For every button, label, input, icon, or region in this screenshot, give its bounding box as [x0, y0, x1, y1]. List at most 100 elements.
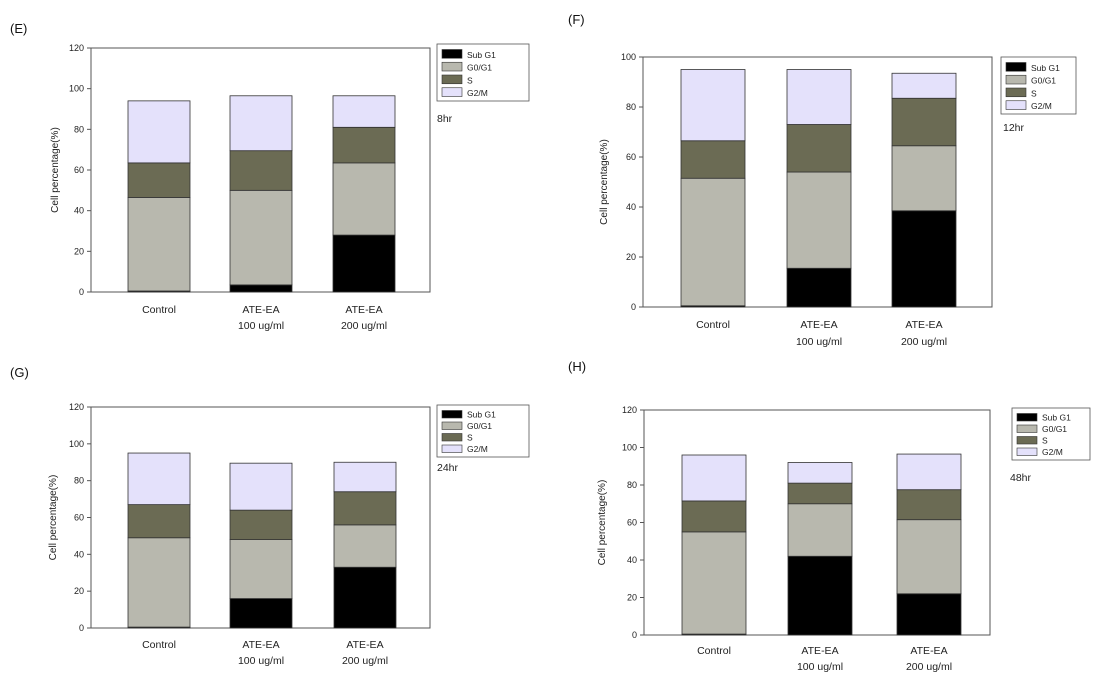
x-category-sublabel: 100 ug/ml: [238, 320, 284, 332]
y-tick-label: 120: [69, 43, 84, 53]
legend-swatch: [441, 74, 463, 85]
y-tick-label: 80: [74, 476, 84, 486]
x-category-sublabel: 100 ug/ml: [238, 655, 284, 667]
x-category-label: Control: [142, 639, 176, 651]
bar-segment-sub-g1: [229, 598, 293, 629]
y-tick-label: 80: [626, 102, 636, 112]
x-category-label: ATE-EA: [800, 319, 837, 331]
legend-label: G0/G1: [467, 421, 492, 431]
y-tick-label: 100: [69, 439, 84, 449]
legend-swatch: [441, 61, 463, 72]
legend-swatch: [441, 49, 463, 59]
legend-label: G0/G1: [1031, 76, 1056, 86]
bar-segment-g0-g1: [786, 171, 852, 269]
y-tick-label: 0: [632, 630, 637, 640]
legend-label: G2/M: [467, 88, 488, 98]
legend-swatch: [1005, 87, 1027, 98]
y-tick-label: 20: [626, 252, 636, 262]
bar-segment-s: [229, 509, 293, 540]
x-category-label: Control: [696, 319, 730, 331]
x-category-label: Control: [697, 645, 731, 657]
x-category-sublabel: 200 ug/ml: [341, 320, 387, 332]
bar-segment-g2-m: [680, 69, 746, 142]
y-tick-label: 120: [622, 405, 637, 415]
x-category-label: ATE-EA: [801, 645, 838, 657]
bar-segment-sub-g1: [333, 566, 397, 629]
bar-segment-g2-m: [127, 100, 191, 164]
x-category-sublabel: 200 ug/ml: [906, 661, 952, 673]
bar-segment-sub-g1: [332, 234, 396, 293]
legend-swatch: [441, 410, 463, 419]
y-tick-label: 40: [74, 549, 84, 559]
x-category-label: ATE-EA: [346, 639, 383, 651]
panel-label: (G): [10, 365, 29, 380]
bar-segment-s: [229, 150, 293, 191]
bar-segment-sub-g1: [229, 284, 293, 293]
y-tick-label: 20: [74, 246, 84, 256]
bar-segment-s: [891, 97, 957, 147]
bar-segment-g0-g1: [680, 177, 746, 307]
time-annotation: 8hr: [437, 113, 453, 125]
y-tick-label: 0: [79, 623, 84, 633]
bar-segment-s: [681, 500, 747, 533]
bar-segment-g2-m: [891, 72, 957, 99]
x-category-sublabel: 200 ug/ml: [342, 655, 388, 667]
legend-swatch: [1016, 447, 1038, 456]
chart-panel: (H) 0 20 40 60 80 100 120 Cell percentage(%) Cont…: [568, 359, 1091, 673]
bar-segment-g2-m: [127, 452, 191, 506]
y-tick-label: 40: [627, 555, 637, 565]
legend-swatch: [441, 433, 463, 442]
y-tick-label: 0: [631, 302, 636, 312]
bar-segment-g0-g1: [127, 197, 191, 292]
bar-segment-g0-g1: [332, 162, 396, 236]
x-category-label: ATE-EA: [905, 319, 942, 331]
legend-label: S: [467, 75, 473, 85]
y-axis-label: Cell percentage(%): [50, 127, 61, 213]
legend-label: G0/G1: [1042, 424, 1067, 434]
bar-segment-g2-m: [229, 462, 293, 511]
x-category-sublabel: 200 ug/ml: [901, 336, 947, 348]
bar-segment-g2-m: [681, 454, 747, 502]
bar-segment-g2-m: [787, 462, 853, 484]
legend-label: G0/G1: [467, 63, 492, 73]
x-category-label: ATE-EA: [242, 639, 279, 651]
y-axis-label: Cell percentage(%): [599, 139, 610, 225]
panel-label: (F): [568, 12, 585, 27]
bar-segment-sub-g1: [896, 593, 962, 636]
bar-segment-sub-g1: [786, 267, 852, 308]
legend-swatch: [441, 444, 463, 453]
time-annotation: 24hr: [437, 462, 459, 474]
bar-segment-s: [787, 482, 853, 505]
legend-swatch: [1016, 436, 1038, 445]
bar-segment-g2-m: [896, 453, 962, 491]
x-category-label: ATE-EA: [345, 304, 382, 316]
y-tick-label: 60: [74, 513, 84, 523]
y-tick-label: 100: [622, 443, 637, 453]
legend-label: S: [467, 433, 473, 443]
bar-segment-g0-g1: [787, 503, 853, 557]
legend-swatch: [441, 87, 463, 97]
legend-label: Sub G1: [467, 410, 496, 420]
y-axis-label: Cell percentage(%): [597, 480, 608, 566]
y-tick-label: 0: [79, 287, 84, 297]
bar-segment-g0-g1: [681, 531, 747, 635]
bar-segment-sub-g1: [787, 555, 853, 636]
x-category-label: ATE-EA: [910, 645, 947, 657]
time-annotation: 12hr: [1003, 122, 1025, 134]
bar-segment-s: [127, 162, 191, 198]
y-tick-label: 80: [74, 124, 84, 134]
chart-panel: (G) 0 20 40 60 80 100 120 Cell percentage(%) Cont…: [10, 365, 530, 667]
bar-segment-s: [786, 124, 852, 173]
bar-segment-g0-g1: [333, 524, 397, 568]
legend-label: Sub G1: [1031, 63, 1060, 73]
legend-label: G2/M: [1042, 447, 1063, 457]
legend-swatch: [1005, 74, 1027, 85]
time-annotation: 48hr: [1010, 472, 1032, 484]
bar-segment-g2-m: [229, 95, 293, 152]
legend-swatch: [441, 421, 463, 430]
y-tick-label: 60: [627, 518, 637, 528]
